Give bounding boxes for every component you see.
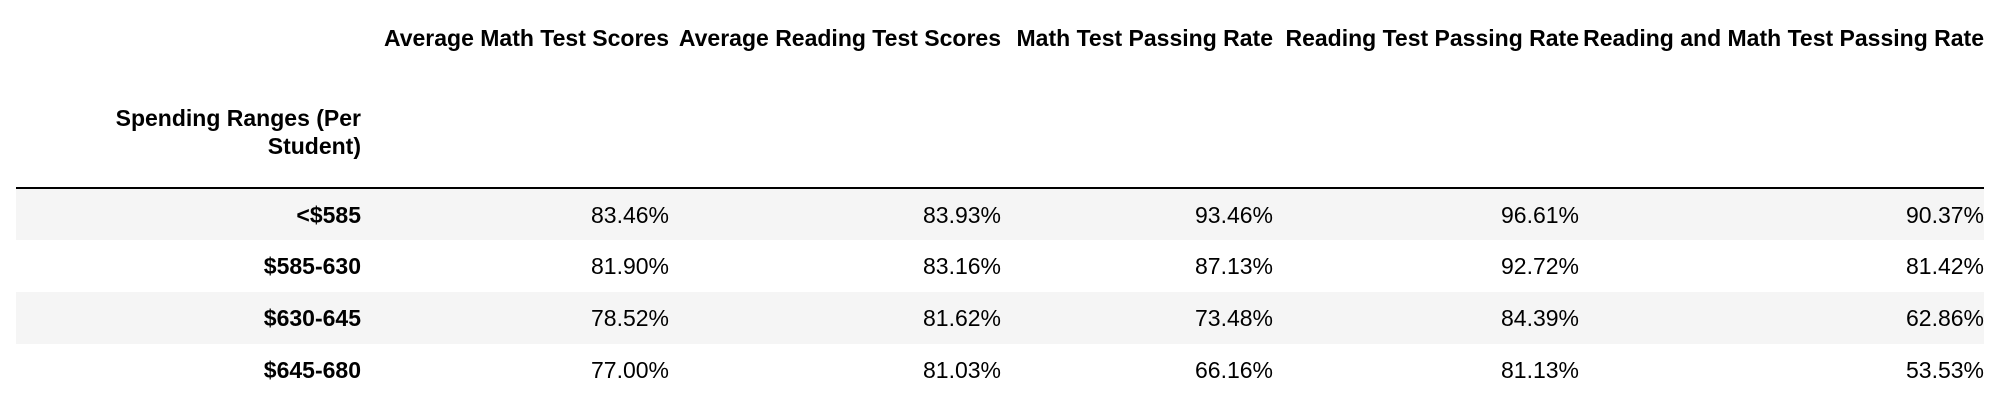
table-header: Average Math Test Scores Average Reading… bbox=[16, 24, 1984, 189]
index-name-header: Spending Ranges (Per Student) bbox=[16, 104, 361, 189]
table-cell: 83.16% bbox=[922, 253, 1001, 279]
table-cell: 92.72% bbox=[1500, 253, 1579, 279]
table-cell: 96.61% bbox=[1500, 201, 1579, 228]
column-header: Average Reading Test Scores bbox=[678, 25, 1001, 51]
column-header-blank bbox=[16, 24, 361, 104]
table-cell: 77.00% bbox=[590, 357, 669, 383]
row-label: $645-680 bbox=[263, 357, 361, 383]
index-name-blank bbox=[1579, 104, 1984, 189]
table-cell: 93.46% bbox=[1194, 201, 1273, 228]
table-cell: 83.46% bbox=[590, 201, 669, 228]
table-cell: 66.16% bbox=[1194, 357, 1273, 383]
column-header: Math Test Passing Rate bbox=[1016, 25, 1273, 51]
index-name-blank bbox=[1273, 104, 1579, 189]
table-cell: 78.52% bbox=[590, 305, 669, 331]
table-cell: 81.90% bbox=[590, 253, 669, 279]
index-name-row: Spending Ranges (Per Student) bbox=[16, 104, 1984, 189]
table-body: <$585 83.46% 83.93% 93.46% 96.61% 90.37%… bbox=[16, 188, 1984, 396]
column-header: Reading Test Passing Rate bbox=[1285, 25, 1579, 51]
row-label: $630-645 bbox=[263, 305, 361, 331]
row-label: $585-630 bbox=[263, 253, 361, 279]
table-cell: 62.86% bbox=[1905, 305, 1984, 331]
table-cell: 83.93% bbox=[922, 201, 1001, 228]
table-cell: 84.39% bbox=[1500, 305, 1579, 331]
row-label: <$585 bbox=[296, 201, 361, 228]
column-header-row: Average Math Test Scores Average Reading… bbox=[16, 24, 1984, 104]
table-cell: 81.62% bbox=[922, 305, 1001, 331]
table-row: $585-630 81.90% 83.16% 87.13% 92.72% 81.… bbox=[16, 240, 1984, 292]
index-name-blank bbox=[669, 104, 1001, 189]
table-cell: 81.42% bbox=[1905, 253, 1984, 279]
table-cell: 73.48% bbox=[1194, 305, 1273, 331]
table-cell: 81.13% bbox=[1500, 357, 1579, 383]
table-cell: 53.53% bbox=[1905, 357, 1984, 383]
table-cell: 87.13% bbox=[1194, 253, 1273, 279]
column-header: Reading and Math Test Passing Rate bbox=[1583, 25, 1984, 51]
index-name-blank bbox=[1001, 104, 1273, 189]
index-name-blank bbox=[361, 104, 669, 189]
spending-summary-table: Average Math Test Scores Average Reading… bbox=[16, 24, 1984, 396]
table-cell: 90.37% bbox=[1905, 201, 1984, 228]
column-header: Average Math Test Scores bbox=[383, 25, 669, 51]
table-row: <$585 83.46% 83.93% 93.46% 96.61% 90.37% bbox=[16, 188, 1984, 240]
table-row: $630-645 78.52% 81.62% 73.48% 84.39% 62.… bbox=[16, 292, 1984, 344]
table-row: $645-680 77.00% 81.03% 66.16% 81.13% 53.… bbox=[16, 344, 1984, 396]
table-cell: 81.03% bbox=[922, 357, 1001, 383]
